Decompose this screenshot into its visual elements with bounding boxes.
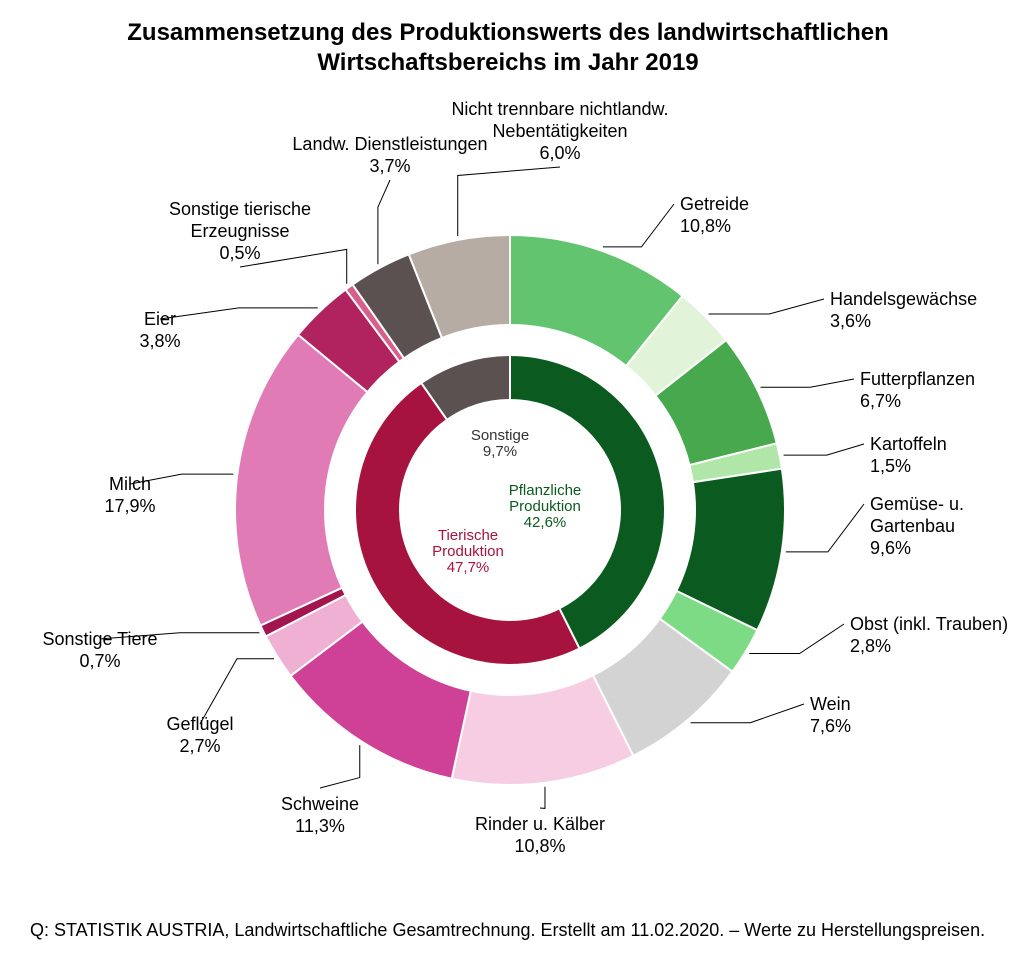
inner-label-tierisch: TierischeProduktion47,7% <box>432 527 504 576</box>
leader-line <box>709 299 824 314</box>
outer-label-handelsgewaechse: Handelsgewächse3,6% <box>830 289 977 331</box>
outer-slice-milch <box>235 335 367 626</box>
outer-label-kartoffeln: Kartoffeln1,5% <box>870 434 947 476</box>
outer-label-wein: Wein7,6% <box>810 694 851 736</box>
leader-line <box>540 787 545 809</box>
leader-line <box>761 379 854 387</box>
leader-line <box>603 204 674 247</box>
outer-label-gefluegel: Geflügel2,7% <box>166 714 233 756</box>
outer-label-sonst_tier_erz: Sonstige tierischeErzeugnisse0,5% <box>169 199 311 263</box>
outer-label-dienstleistungen: Landw. Dienstleistungen3,7% <box>292 134 487 176</box>
chart-title: Zusammensetzung des Produktionswerts des… <box>0 18 1016 78</box>
donut-chart-svg: Getreide10,8% Handelsgewächse3,6% Futterpf… <box>0 90 1016 910</box>
outer-label-rinder: Rinder u. Kälber10,8% <box>475 814 605 856</box>
outer-label-milch: Milch17,9% <box>104 474 155 516</box>
outer-label-eier: Eier3,8% <box>139 309 180 351</box>
leader-line <box>160 308 318 319</box>
outer-label-getreide: Getreide10,8% <box>680 194 749 236</box>
outer-label-schweine: Schweine11,3% <box>281 794 359 836</box>
outer-label-obst: Obst (inkl. Trauben)2,8% <box>850 614 1008 656</box>
leader-line <box>691 704 804 723</box>
leader-line <box>378 180 390 264</box>
outer-label-gemuese: Gemüse- u.Gartenbau9,6% <box>870 494 964 558</box>
inner-label-sonstige: Sonstige9,7% <box>471 427 529 460</box>
chart-title-line2: Wirtschaftsbereichs im Jahr 2019 <box>317 49 698 76</box>
leader-line <box>749 624 844 654</box>
outer-label-futterpflanzen: Futterpflanzen6,7% <box>860 369 975 411</box>
chart-footnote: Q: STATISTIK AUSTRIA, Landwirtschaftlich… <box>30 920 986 941</box>
leader-line <box>458 167 560 236</box>
inner-label-pflanzlich: PflanzlicheProduktion42,6% <box>509 482 582 531</box>
donut-chart: Getreide10,8% Handelsgewächse3,6% Futterpf… <box>0 90 1016 910</box>
outer-label-sonst_tiere: Sonstige Tiere0,7% <box>42 629 157 671</box>
leader-line <box>786 504 864 552</box>
chart-title-line1: Zusammensetzung des Produktionswerts des… <box>127 19 889 46</box>
leader-line <box>784 444 864 455</box>
leader-line <box>320 745 360 788</box>
